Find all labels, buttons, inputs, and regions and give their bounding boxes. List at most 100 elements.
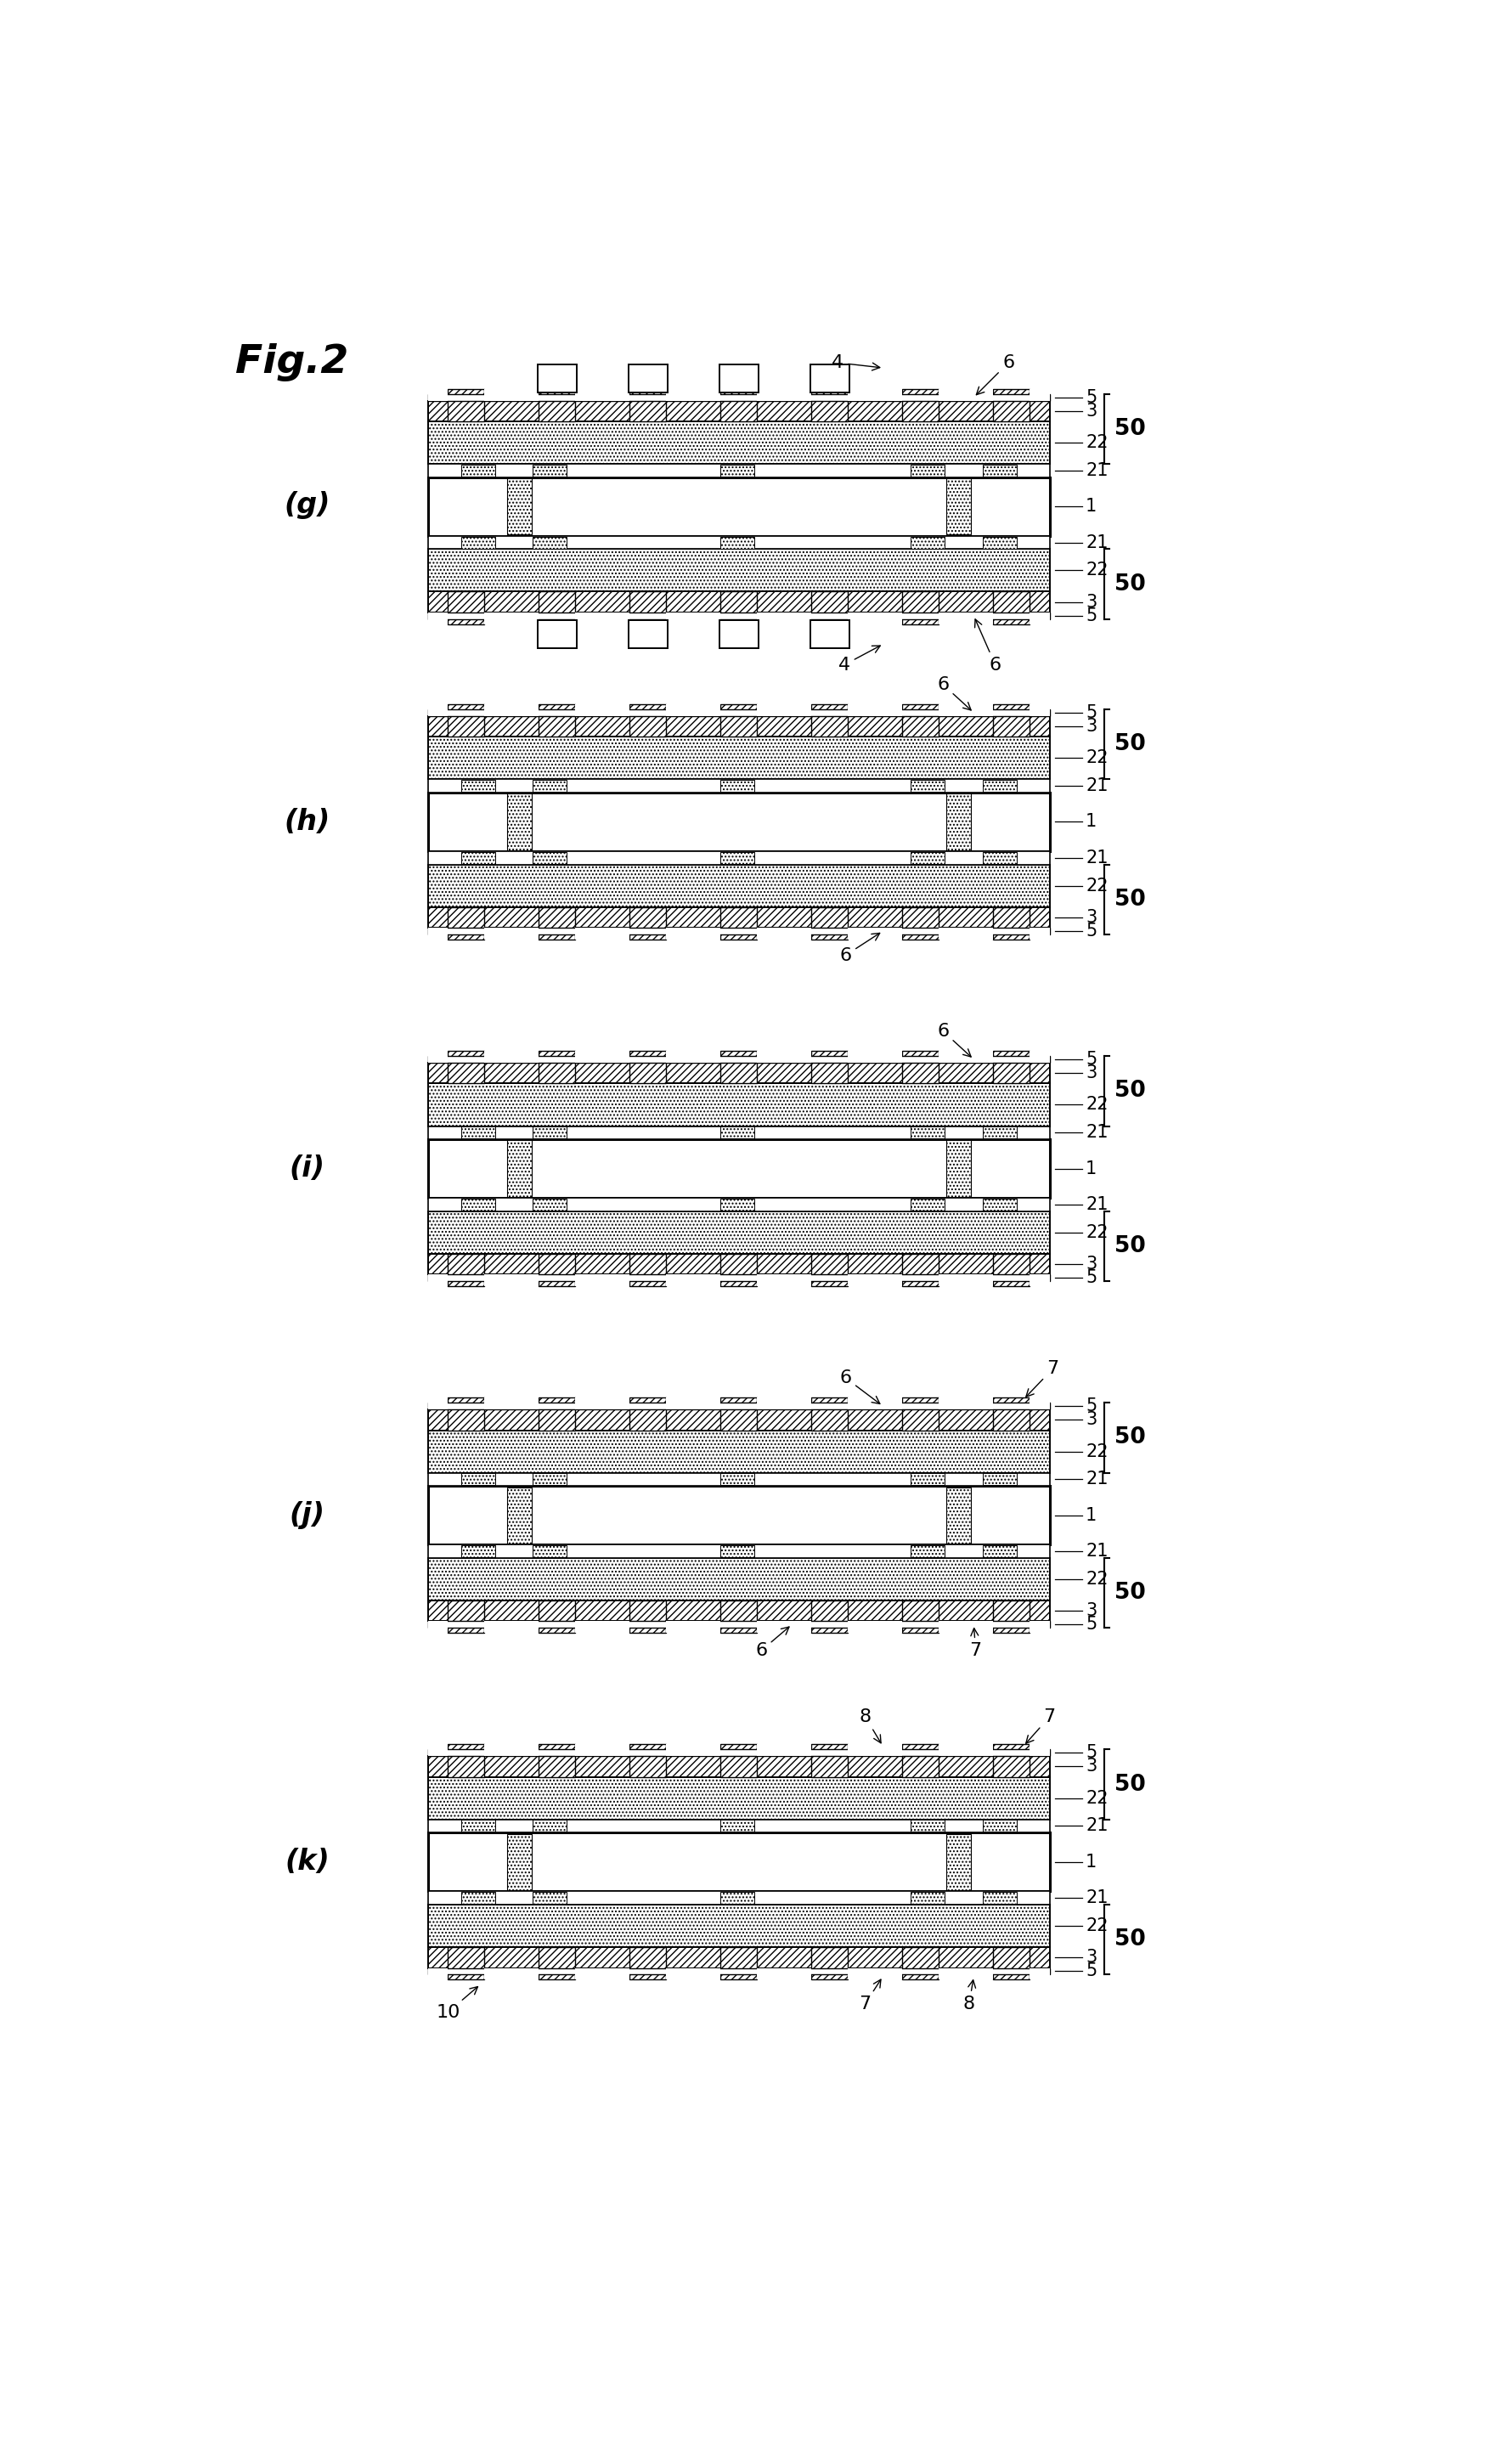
Text: 3: 3 (1086, 1254, 1096, 1272)
Bar (538, 703, 575, 737)
Bar (428, 1833, 1049, 1891)
Bar (484, 929, 538, 941)
Bar (532, 853, 567, 865)
Bar (756, 1622, 812, 1634)
Bar (939, 390, 993, 402)
Bar (428, 1396, 448, 1409)
Bar (532, 1198, 567, 1210)
Text: (i): (i) (289, 1154, 325, 1183)
Bar (983, 1127, 1018, 1139)
Bar (507, 478, 532, 534)
Bar (484, 1622, 538, 1634)
Bar (947, 794, 971, 850)
Text: 5: 5 (1086, 1962, 1096, 1980)
Bar (910, 1891, 945, 1904)
Bar (428, 537, 1049, 549)
Bar (484, 612, 538, 625)
Bar (428, 715, 1049, 737)
Bar (1030, 1967, 1049, 1980)
Bar (993, 390, 1030, 421)
Bar (428, 1472, 1049, 1485)
Text: 50: 50 (1114, 1583, 1146, 1605)
Bar (721, 590, 756, 625)
Text: 8: 8 (859, 1708, 881, 1742)
Text: 21: 21 (1086, 1818, 1108, 1835)
Bar (910, 1820, 945, 1833)
Bar (848, 1274, 903, 1286)
Bar (538, 1051, 575, 1083)
Bar (532, 1820, 567, 1833)
Bar (575, 929, 629, 941)
Text: 3: 3 (1086, 1759, 1096, 1774)
Bar (428, 1600, 1049, 1622)
Bar (939, 1622, 993, 1634)
Bar (903, 590, 939, 625)
Bar (428, 1404, 1049, 1409)
Text: 21: 21 (1086, 534, 1108, 551)
Bar (910, 1546, 945, 1558)
Bar (903, 1254, 939, 1286)
Text: 7: 7 (1027, 1360, 1058, 1396)
Bar (721, 1127, 754, 1139)
Bar (1030, 612, 1049, 625)
Bar (428, 1485, 1049, 1544)
Bar (903, 1744, 939, 1776)
Bar (629, 390, 665, 421)
Text: 1: 1 (1086, 1159, 1096, 1176)
Bar (983, 537, 1018, 549)
Text: 50: 50 (1114, 419, 1146, 441)
Text: 21: 21 (1086, 1196, 1108, 1213)
Bar (848, 1744, 903, 1757)
Bar (721, 703, 756, 737)
Bar (448, 703, 484, 737)
Bar (428, 1056, 1049, 1063)
Bar (532, 1546, 567, 1558)
Bar (532, 1891, 567, 1904)
Text: 6: 6 (839, 1370, 880, 1404)
Text: (h): (h) (284, 808, 330, 835)
Bar (939, 929, 993, 941)
Bar (947, 1139, 971, 1196)
Bar (939, 1274, 993, 1286)
Bar (428, 421, 1049, 463)
Bar (993, 1600, 1030, 1634)
Bar (461, 1472, 494, 1485)
Text: 5: 5 (1086, 1269, 1096, 1286)
Bar (1030, 703, 1049, 715)
Bar (428, 906, 1049, 929)
Text: 6: 6 (937, 676, 971, 710)
Text: (k): (k) (284, 1847, 330, 1877)
Bar (428, 703, 448, 715)
Bar (428, 1558, 1049, 1600)
Text: 5: 5 (1086, 608, 1096, 625)
Bar (848, 1622, 903, 1634)
Bar (484, 1274, 538, 1286)
Bar (939, 612, 993, 625)
Bar (428, 1744, 448, 1757)
Text: (j): (j) (289, 1502, 325, 1529)
Bar (575, 1622, 629, 1634)
Bar (629, 1744, 665, 1776)
Text: 22: 22 (1086, 1225, 1108, 1240)
Bar (983, 1198, 1018, 1210)
Bar (428, 1820, 1049, 1833)
Bar (721, 390, 756, 421)
Bar (939, 1396, 993, 1409)
Bar (993, 1254, 1030, 1286)
Bar (575, 1744, 629, 1757)
Text: 22: 22 (1086, 434, 1108, 451)
Bar (993, 1051, 1030, 1083)
Bar (629, 906, 665, 941)
Bar (939, 1967, 993, 1980)
Bar (448, 1948, 484, 1980)
Bar (1030, 929, 1049, 941)
Text: 50: 50 (1114, 1080, 1146, 1102)
Text: 5: 5 (1086, 1744, 1096, 1762)
Bar (756, 703, 812, 715)
Bar (812, 1948, 848, 1980)
Bar (507, 1487, 532, 1544)
Bar (448, 590, 484, 625)
Bar (629, 703, 665, 737)
Bar (428, 1274, 448, 1286)
Bar (538, 1948, 575, 1980)
